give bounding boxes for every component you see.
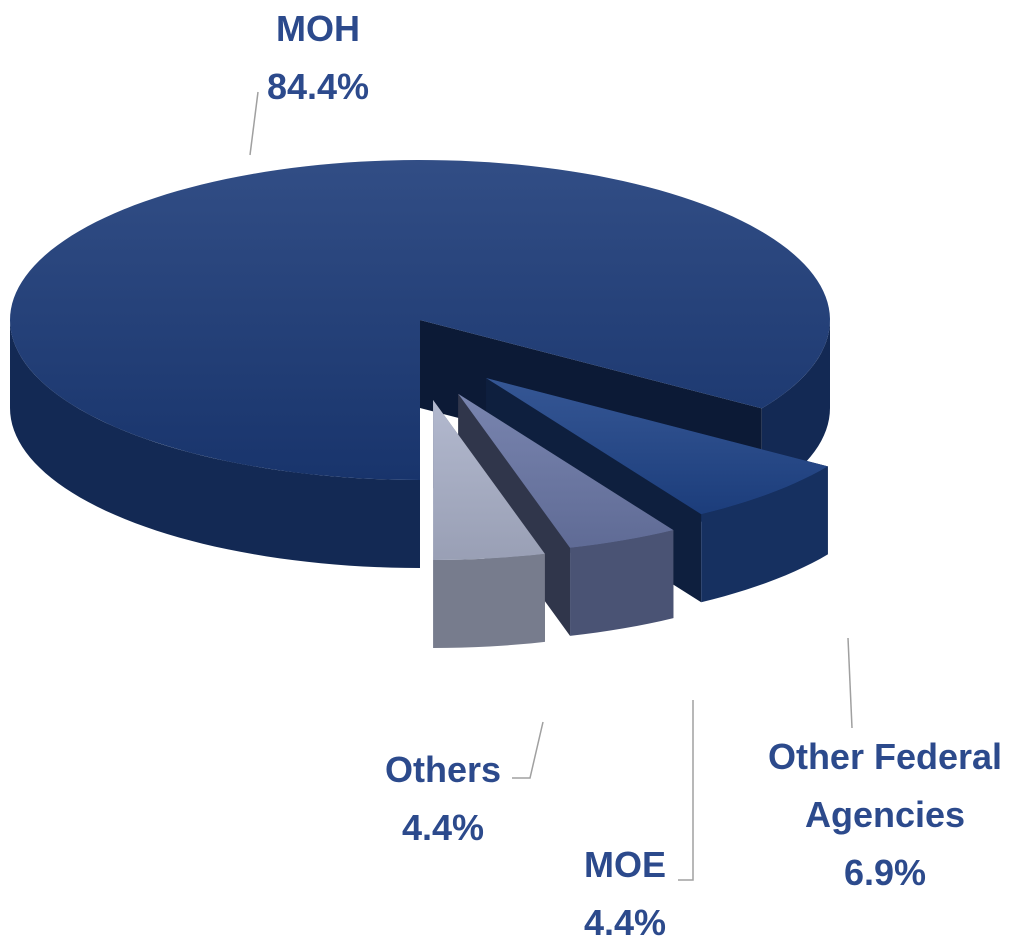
leader-line xyxy=(512,721,544,779)
label-name: Others xyxy=(384,749,502,790)
label-value: 84.4% xyxy=(266,66,370,107)
slice-highlight xyxy=(486,378,828,515)
slice-highlight xyxy=(10,160,830,480)
label-value: 4.4% xyxy=(583,902,667,943)
slice-highlight xyxy=(433,399,545,560)
label-value: 6.9% xyxy=(843,852,927,893)
label-value: 4.4% xyxy=(401,807,485,848)
label-name: Other Federal Agencies xyxy=(767,736,1003,835)
pie xyxy=(10,160,830,648)
leader-line xyxy=(847,637,853,729)
slice-side xyxy=(761,320,830,497)
slice-side xyxy=(433,553,545,648)
leader-line xyxy=(678,700,694,881)
slice-highlight xyxy=(458,393,674,548)
data-label: MOE 4.4% xyxy=(525,836,725,952)
label-name: MOH xyxy=(276,8,360,49)
data-label: Others 4.4% xyxy=(343,741,543,857)
leader-line xyxy=(249,91,259,156)
label-name: MOE xyxy=(583,844,666,885)
data-label: MOH 84.4% xyxy=(208,0,428,116)
slice-side xyxy=(701,466,828,603)
slice-side xyxy=(10,320,420,568)
slice-side xyxy=(570,530,674,636)
data-label: Other Federal Agencies 6.9% xyxy=(740,728,1028,902)
